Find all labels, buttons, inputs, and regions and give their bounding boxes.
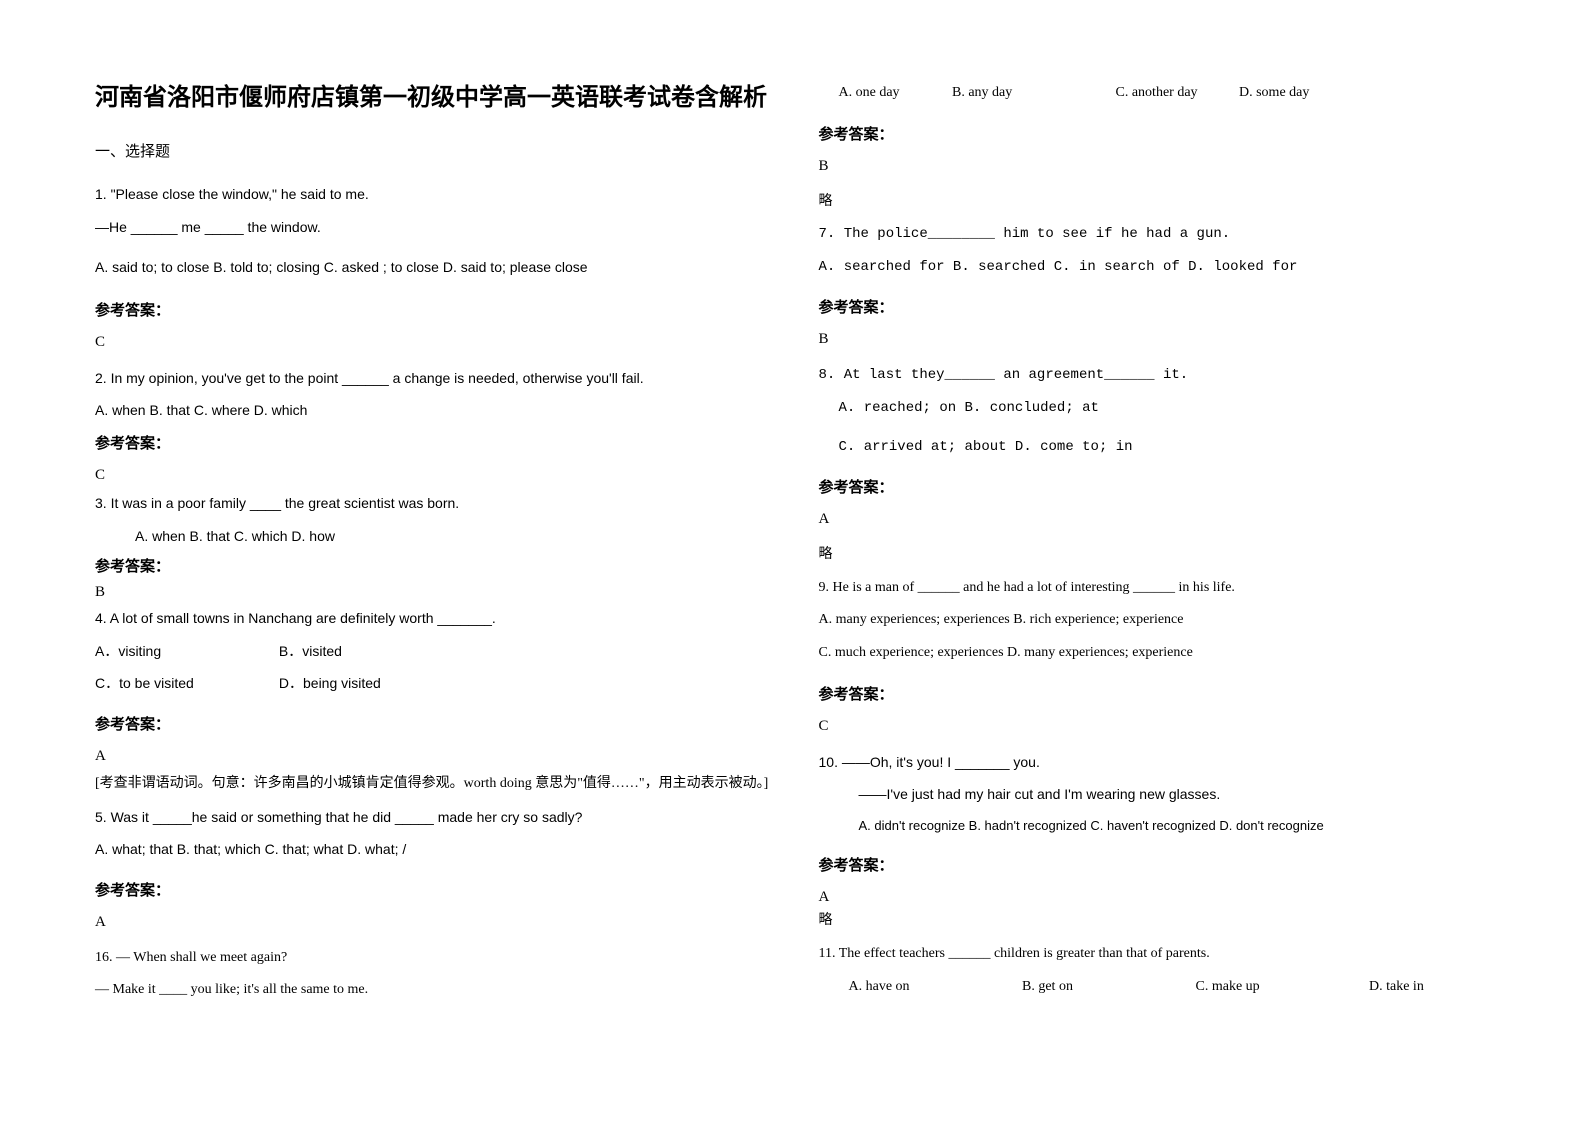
q5-answer-label: 参考答案： — [95, 879, 769, 900]
q1-answer-label: 参考答案： — [95, 299, 769, 320]
q4-opt-d: D．being visited — [279, 670, 381, 697]
q8-answer: A — [819, 511, 1493, 528]
q9-opts-a: A. many experiences; experiences B. rich… — [819, 607, 1493, 634]
q11-opt-b: B. get on — [1022, 974, 1192, 1001]
q4-answer-label: 参考答案： — [95, 713, 769, 734]
q16-stem: 16. — When shall we meet again? — [95, 945, 769, 972]
q9-opts-b: C. much experience; experiences D. many … — [819, 640, 1493, 667]
q16-opt-a: A. one day — [839, 80, 949, 107]
left-column: 河南省洛阳市偃师府店镇第一初级中学高一英语联考试卷含解析 一、选择题 1. "P… — [95, 80, 769, 1082]
right-column: A. one day B. any day C. another day D. … — [819, 80, 1493, 1082]
q1-line2: —He ______ me _____ the window. — [95, 214, 769, 241]
q2-answer: C — [95, 467, 769, 484]
q4-opt-b: B．visited — [279, 638, 342, 665]
q10-answer: A — [819, 889, 1493, 906]
q1-stem: 1. "Please close the window," he said to… — [95, 181, 769, 208]
q2-answer-label: 参考答案： — [95, 432, 769, 453]
q16-answer-label: 参考答案： — [819, 123, 1493, 144]
q16-opt-b: B. any day — [952, 80, 1112, 107]
q16-opt-c: C. another day — [1116, 80, 1236, 107]
q4-answer: A — [95, 748, 769, 765]
q1-options: A. said to; to close B. told to; closing… — [95, 254, 769, 281]
q10-line2: ——I've just had my hair cut and I'm wear… — [819, 781, 1493, 808]
q4-opts-row2: C．to be visited D．being visited — [95, 670, 769, 697]
q3-answer: B — [95, 584, 769, 601]
q11-opt-c: C. make up — [1196, 974, 1366, 1001]
q10-answer-label: 参考答案： — [819, 854, 1493, 875]
page-title: 河南省洛阳市偃师府店镇第一初级中学高一英语联考试卷含解析 — [95, 80, 769, 116]
q3-stem: 3. It was in a poor family ____ the grea… — [95, 490, 769, 517]
q16-note: 略 — [819, 189, 1493, 216]
q16-options: A. one day B. any day C. another day D. … — [819, 80, 1493, 107]
q4-opt-a: A．visiting — [95, 638, 275, 665]
q4-opt-c: C．to be visited — [95, 670, 275, 697]
q11-opt-d: D. take in — [1369, 974, 1424, 1001]
q9-stem: 9. He is a man of ______ and he had a lo… — [819, 575, 1493, 602]
q8-answer-label: 参考答案： — [819, 476, 1493, 497]
q7-stem: 7. The police________ him to see if he h… — [819, 221, 1493, 248]
section-heading: 一、选择题 — [95, 140, 769, 161]
q4-stem: 4. A lot of small towns in Nanchang are … — [95, 605, 769, 632]
q7-options: A. searched for B. searched C. in search… — [819, 254, 1493, 281]
q3-options: A. when B. that C. which D. how — [95, 523, 769, 550]
q8-note: 略 — [819, 542, 1493, 569]
q11-stem: 11. The effect teachers ______ children … — [819, 941, 1493, 968]
q7-answer: B — [819, 331, 1493, 348]
q16-answer: B — [819, 158, 1493, 175]
q8-stem: 8. At last they______ an agreement______… — [819, 362, 1493, 389]
q2-stem: 2. In my opinion, you've get to the poin… — [95, 365, 769, 392]
q11-options: A. have on B. get on C. make up D. take … — [819, 974, 1493, 1001]
q9-answer-label: 参考答案： — [819, 683, 1493, 704]
q10-options: A. didn't recognize B. hadn't recognized… — [819, 814, 1493, 839]
q5-answer: A — [95, 914, 769, 931]
q7-answer-label: 参考答案： — [819, 296, 1493, 317]
q8-opts-b: C. arrived at; about D. come to; in — [819, 434, 1493, 461]
q10-stem: 10. ——Oh, it's you! I _______ you. — [819, 749, 1493, 776]
q2-options: A. when B. that C. where D. which — [95, 397, 769, 424]
q16-line2: — Make it ____ you like; it's all the sa… — [95, 977, 769, 1004]
q5-options: A. what; that B. that; which C. that; wh… — [95, 836, 769, 863]
q10-note: 略 — [819, 908, 1493, 935]
q9-answer: C — [819, 718, 1493, 735]
q4-note: [考查非谓语动词。句意：许多南昌的小城镇肯定值得参观。worth doing 意… — [95, 771, 769, 798]
q1-answer: C — [95, 334, 769, 351]
q8-opts-a: A. reached; on B. concluded; at — [819, 395, 1493, 422]
q3-answer-label: 参考答案： — [95, 555, 769, 576]
q16-opt-d: D. some day — [1239, 80, 1309, 107]
q11-opt-a: A. have on — [849, 974, 1019, 1001]
q5-stem: 5. Was it _____he said or something that… — [95, 804, 769, 831]
q4-opts-row1: A．visiting B．visited — [95, 638, 769, 665]
